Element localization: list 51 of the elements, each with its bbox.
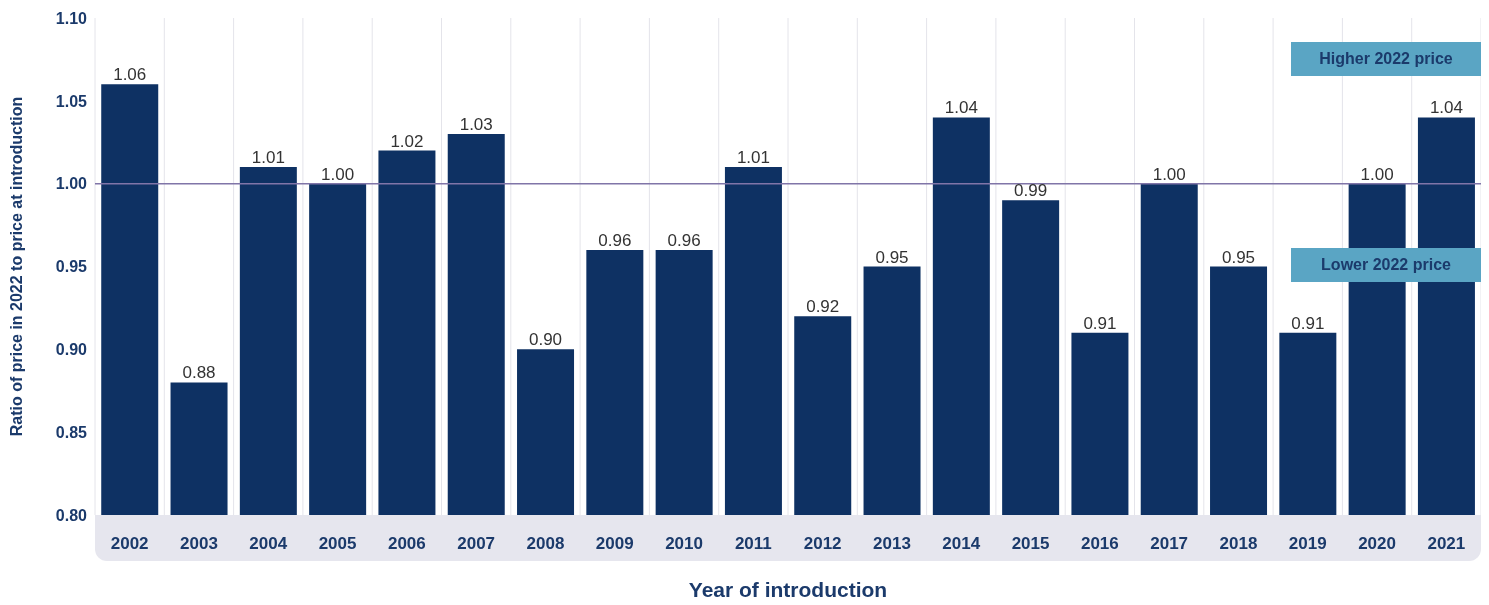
x-tick-label: 2002 <box>110 534 149 554</box>
y-axis-title: Ratio of price in 2022 to price at introduction <box>7 96 25 437</box>
data-label: 0.91 <box>1083 313 1117 333</box>
y-tick-label: 1.00 <box>55 175 88 193</box>
data-label: 0.91 <box>1291 313 1325 333</box>
label-box: Higher 2022 price <box>1291 42 1481 76</box>
y-tick-label: 1.05 <box>55 92 88 110</box>
y-tick-label: 0.95 <box>55 258 88 276</box>
x-axis-title: Year of introduction <box>688 578 888 601</box>
x-tick-label: 2008 <box>526 534 565 554</box>
data-label: 1.04 <box>944 98 978 118</box>
x-tick-label: 2013 <box>873 534 911 554</box>
x-tick-label: 2018 <box>1219 534 1258 554</box>
x-tick-label: 2011 <box>734 534 772 554</box>
data-label: 1.02 <box>390 131 424 151</box>
y-tick-label: 0.85 <box>55 423 88 441</box>
x-tick-label: 2005 <box>318 534 357 554</box>
y-tick-label: 1.10 <box>55 9 88 27</box>
data-label: 1.00 <box>1360 164 1394 184</box>
data-label: 0.90 <box>528 330 563 350</box>
data-label: 1.04 <box>1429 98 1463 118</box>
label-box: Lower 2022 price <box>1291 248 1481 282</box>
x-tick-label: 2006 <box>387 534 426 554</box>
data-label: 0.96 <box>598 230 632 250</box>
data-label: 1.01 <box>251 148 285 168</box>
data-label: 1.06 <box>113 65 147 85</box>
x-tick-label: 2004 <box>249 534 288 554</box>
data-label: 0.92 <box>806 297 840 317</box>
x-tick-label: 2003 <box>180 534 218 554</box>
data-label: 1.03 <box>459 114 493 134</box>
x-tick-label: 2015 <box>1011 534 1050 554</box>
x-tick-label: 2010 <box>665 534 703 554</box>
data-label: 0.95 <box>1221 247 1256 267</box>
y-tick-label: 0.80 <box>55 506 88 524</box>
x-tick-label: 2020 <box>1358 534 1396 554</box>
x-tick-label: 2009 <box>595 534 634 554</box>
x-tick-label: 2017 <box>1150 534 1189 554</box>
x-tick-label: 2007 <box>457 534 496 554</box>
data-label: 0.99 <box>1014 181 1048 201</box>
data-label: 0.96 <box>667 230 701 250</box>
y-tick-label: 0.90 <box>55 341 88 359</box>
data-label: 0.88 <box>182 363 216 383</box>
x-tick-label: 2014 <box>942 534 981 554</box>
data-label: 1.00 <box>1152 164 1186 184</box>
data-label: 0.95 <box>875 247 909 267</box>
data-label: 1.01 <box>736 148 770 168</box>
x-tick-label: 2012 <box>803 534 842 554</box>
x-tick-label: 2019 <box>1288 534 1327 554</box>
data-label: 1.00 <box>321 164 355 184</box>
x-tick-label: 2021 <box>1427 534 1466 554</box>
x-tick-label: 2016 <box>1080 534 1119 554</box>
